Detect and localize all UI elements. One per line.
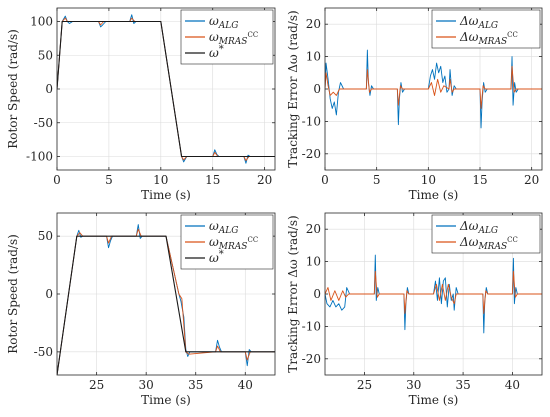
chart-panel-4: 25 30 35 40 -20 -10 0 10 20 Time (s) Tracking Erro… (286, 212, 543, 407)
x-tick-label: 10 (421, 173, 436, 187)
legend-box (431, 9, 541, 49)
y-tick-label: 0 (45, 287, 53, 301)
x-tick-label: 40 (505, 378, 520, 392)
y-tick-label: 10 (306, 255, 321, 269)
axes-frame (324, 212, 543, 376)
series-group (57, 14, 275, 164)
y-axis-label: Tracking Error Δω (rad/s) (286, 215, 300, 372)
y-tick-label: 100 (30, 15, 53, 29)
series-group (325, 49, 542, 129)
series-group (57, 224, 275, 375)
x-axis-label: Time (s) (409, 188, 459, 202)
legend-entry: ω* (209, 249, 224, 265)
y-tick-label: 0 (313, 287, 321, 301)
series-line-1 (325, 49, 542, 129)
x-tick-label: 20 (524, 173, 539, 187)
legend-entry: ωMRASCC (209, 235, 258, 252)
y-tick-label: -100 (26, 150, 53, 164)
x-tick-label: 20 (257, 173, 272, 187)
series-line-3 (57, 20, 275, 158)
x-tick-label: 25 (89, 378, 104, 392)
series-line-2 (325, 270, 542, 314)
y-tick-label: 20 (306, 222, 321, 236)
legend-entry: ΔωMRASCC (459, 30, 518, 47)
y-tick-label: -20 (302, 352, 321, 366)
legend-entry: ω* (209, 44, 224, 60)
x-tick-label: 15 (205, 173, 220, 187)
series-line-3 (57, 235, 275, 375)
x-axis-label: Time (s) (141, 393, 191, 407)
axes-frame (324, 7, 543, 171)
chart-panel-1: 0 5 10 15 20 -100 -50 0 50 100 Time (s) Rotor Speed… (6, 7, 276, 202)
x-axis-label: Time (s) (141, 188, 191, 202)
y-axis-label: Tracking Error Δω (rad/s) (286, 10, 300, 167)
x-tick-label: 15 (472, 173, 487, 187)
y-axis-label: Rotor Speed (rad/s) (6, 29, 20, 149)
y-tick-label: -50 (34, 116, 53, 130)
x-tick-label: 30 (406, 378, 421, 392)
legend-entry: ωALG (209, 219, 238, 236)
y-tick-label: 50 (38, 48, 53, 62)
x-tick-label: 0 (321, 173, 329, 187)
x-tick-label: 10 (153, 173, 168, 187)
x-tick-label: 35 (455, 378, 470, 392)
y-tick-label: -10 (302, 114, 321, 128)
legend-entry: ωMRASCC (209, 30, 258, 47)
x-tick-label: 35 (188, 378, 203, 392)
chart-panel-3: 25 30 35 40 -50 0 50 Time (s) Rotor Speed (rad/s… (6, 212, 276, 407)
series-line-2 (325, 65, 542, 109)
axes-frame (56, 212, 276, 376)
x-tick-label: 40 (238, 378, 253, 392)
x-tick-label: 5 (373, 173, 381, 187)
y-tick-label: 0 (313, 82, 321, 96)
legend-entry: ΔωALG (459, 14, 498, 31)
y-tick-label: 10 (306, 50, 321, 64)
legend-entry: ωALG (209, 14, 238, 31)
y-tick-label: 50 (38, 229, 53, 243)
y-tick-label: -10 (302, 319, 321, 333)
legend-entry: ΔωMRASCC (459, 235, 518, 252)
x-tick-label: 30 (139, 378, 154, 392)
series-group (325, 254, 542, 334)
legend-box (431, 214, 541, 254)
chart-panel-2: 0 5 10 15 20 -20 -10 0 10 20 Time (s) Tracking Erro… (286, 7, 543, 202)
y-tick-label: 0 (45, 82, 53, 96)
y-axis-label: Rotor Speed (rad/s) (6, 234, 20, 354)
axes-frame (56, 7, 276, 171)
y-tick-label: -20 (302, 147, 321, 161)
x-tick-label: 5 (105, 173, 113, 187)
y-tick-label: 20 (306, 17, 321, 31)
x-axis-label: Time (s) (409, 393, 459, 407)
legend-entry: ΔωALG (459, 219, 498, 236)
x-tick-label: 25 (357, 378, 372, 392)
x-tick-label: 0 (53, 173, 61, 187)
y-tick-label: -50 (34, 345, 53, 359)
